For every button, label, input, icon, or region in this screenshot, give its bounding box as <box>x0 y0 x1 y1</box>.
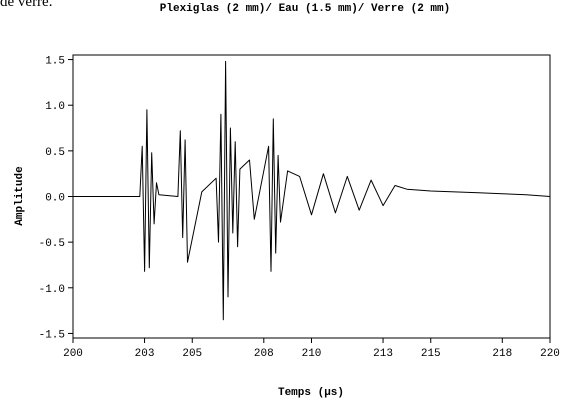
y-tick-label: -1.5 <box>39 329 65 341</box>
chart-title: Plexiglas (2 mm)/ Eau (1.5 mm)/ Verre (2… <box>159 3 451 15</box>
x-tick-label: 218 <box>492 348 512 360</box>
x-tick-label: 213 <box>373 348 393 360</box>
x-tick-label: 215 <box>421 348 441 360</box>
series-group <box>73 60 551 321</box>
x-tick-label: 203 <box>135 348 155 360</box>
x-tick-label: 205 <box>182 348 202 360</box>
x-tick-label: 220 <box>540 348 560 360</box>
x-tick-label: 200 <box>63 348 83 360</box>
y-tick-label: -1.0 <box>39 284 65 296</box>
y-tick-label: 1.5 <box>45 56 65 68</box>
y-tick-label: 1.0 <box>45 101 65 113</box>
y-axis: -1.5 -1.0 -0.5 0.0 0.5 1.0 1.5 <box>39 56 73 341</box>
y-axis-label: Amplitude <box>14 166 26 226</box>
y-tick-label: 0.5 <box>45 147 65 159</box>
partial-text: de verre. <box>0 0 53 10</box>
x-axis: 200 203 205 208 210 213 215 218 220 <box>63 338 560 360</box>
x-axis-label: Temps (µs) <box>278 387 344 399</box>
x-tick-label: 210 <box>302 348 322 360</box>
plot-frame <box>72 54 551 339</box>
series-line-0 <box>73 60 551 321</box>
y-tick-label: 0.0 <box>45 193 65 205</box>
x-tick-label: 208 <box>254 348 274 360</box>
y-tick-label: -0.5 <box>39 238 65 250</box>
